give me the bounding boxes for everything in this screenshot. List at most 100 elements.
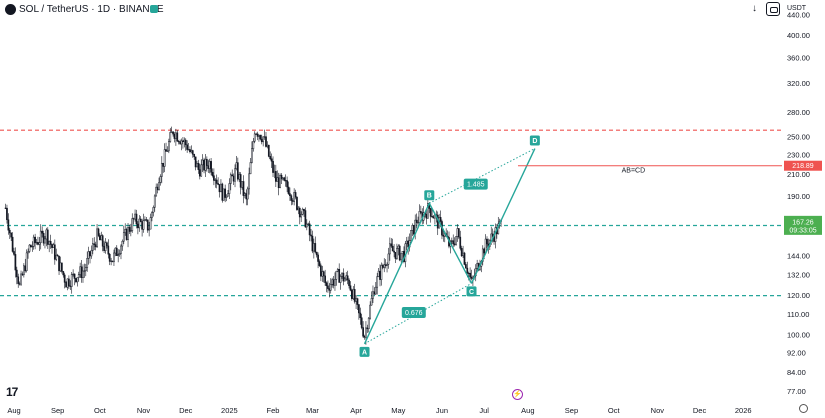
candle xyxy=(182,137,184,149)
candle-body xyxy=(238,174,241,180)
candle-body xyxy=(34,236,36,244)
candle xyxy=(265,131,267,148)
candle xyxy=(135,209,138,229)
candle xyxy=(96,223,98,248)
candle-body xyxy=(398,245,401,261)
candle xyxy=(387,247,390,269)
gear-icon[interactable] xyxy=(799,404,808,413)
candle xyxy=(397,244,400,256)
candle-body xyxy=(179,141,181,145)
candle-body xyxy=(211,172,214,176)
candle xyxy=(359,307,362,325)
arrow-down-icon[interactable]: ↓ xyxy=(752,3,757,14)
candle xyxy=(170,126,173,133)
lock-scale-icon[interactable] xyxy=(766,2,780,16)
candle-body xyxy=(207,165,210,169)
candle xyxy=(236,157,239,182)
symbol-title[interactable]: SOL / TetherUS · 1D · BINANCE xyxy=(19,4,164,15)
candle xyxy=(30,244,32,248)
candle xyxy=(122,225,125,245)
candle xyxy=(396,243,398,261)
candle xyxy=(44,235,46,249)
candle xyxy=(332,276,335,289)
candle-body xyxy=(346,275,349,281)
candle-body xyxy=(355,298,357,302)
candle-body xyxy=(190,150,193,153)
candle xyxy=(107,239,110,259)
candle xyxy=(314,236,317,254)
candle-body xyxy=(144,219,146,221)
candle xyxy=(194,156,197,171)
candle-body xyxy=(258,134,260,137)
y-tick-label: 440.00 xyxy=(787,10,810,19)
candle-body xyxy=(61,262,63,272)
x-tick-label: Jul xyxy=(479,406,489,415)
candle xyxy=(32,234,35,250)
candle-body xyxy=(231,174,234,177)
candle-body xyxy=(142,220,145,230)
candle xyxy=(491,228,494,243)
candle-body xyxy=(476,263,478,269)
candle-body xyxy=(311,235,314,252)
candle-body xyxy=(307,223,310,225)
currency-label[interactable]: USDT xyxy=(787,5,807,12)
y-tick-label: 280.00 xyxy=(787,108,810,117)
ratio-label-0: 1.485 xyxy=(467,182,485,189)
candle xyxy=(225,194,228,202)
candle-body xyxy=(99,235,101,241)
candle xyxy=(238,171,241,183)
candle xyxy=(374,281,377,295)
candle xyxy=(173,132,176,143)
candle-body xyxy=(327,285,329,289)
y-tick-label: 77.00 xyxy=(787,387,806,396)
candle xyxy=(144,216,146,222)
candle-body xyxy=(52,244,55,248)
candle-body xyxy=(148,228,150,231)
candle-body xyxy=(276,177,279,182)
solana-logo-icon xyxy=(5,4,16,15)
candle xyxy=(276,170,279,182)
candle xyxy=(248,167,250,195)
candle-body xyxy=(70,274,73,287)
chart-header: SOL / TetherUS · 1D · BINANCE ↓ USDT xyxy=(0,0,825,20)
ratio-line-0 xyxy=(429,148,536,204)
measure-icon[interactable]: ⚡ xyxy=(512,389,523,400)
candle-body xyxy=(425,213,428,219)
candle xyxy=(463,251,466,266)
candle xyxy=(137,221,139,235)
target-annotation: AB=CD xyxy=(622,168,646,175)
candle xyxy=(372,285,374,303)
y-tick-label: 360.00 xyxy=(787,54,810,63)
candle xyxy=(343,276,346,282)
candle xyxy=(8,228,11,239)
candle xyxy=(218,184,221,198)
candle xyxy=(318,259,321,267)
candle xyxy=(356,297,359,310)
candle-body xyxy=(76,277,79,283)
candle xyxy=(300,211,303,223)
candle xyxy=(113,249,115,267)
candle xyxy=(134,209,136,222)
candle-body xyxy=(176,132,179,142)
candle-body xyxy=(193,154,196,158)
candle-body xyxy=(113,252,115,263)
candle-body xyxy=(84,267,87,272)
candle-body xyxy=(251,148,253,163)
ratio-label-1: 0.676 xyxy=(405,310,423,317)
x-tick-label: Aug xyxy=(7,406,20,415)
candle xyxy=(210,157,212,176)
candle-body xyxy=(317,254,319,262)
candle xyxy=(294,189,297,200)
candle-body xyxy=(353,289,356,302)
candle-body xyxy=(242,181,245,196)
candle-body xyxy=(89,251,91,257)
candle xyxy=(301,207,304,216)
candle xyxy=(310,228,312,242)
candle-body xyxy=(135,213,138,225)
candle xyxy=(176,130,179,142)
y-tick-label: 320.00 xyxy=(787,79,810,88)
x-tick-label: Nov xyxy=(137,406,151,415)
candle-body xyxy=(369,304,372,319)
candle-body xyxy=(6,207,8,221)
